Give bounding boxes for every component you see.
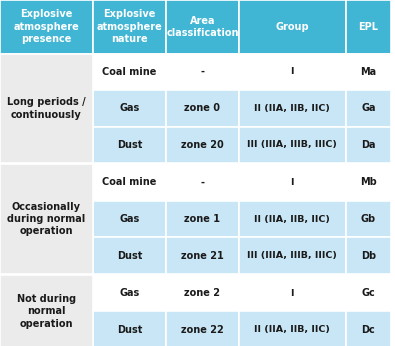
Text: Dust: Dust xyxy=(117,140,142,150)
Bar xyxy=(93,127,166,163)
Bar xyxy=(346,237,391,274)
Bar xyxy=(0,275,93,346)
Text: -: - xyxy=(200,177,205,188)
Bar xyxy=(239,275,346,311)
Bar xyxy=(0,0,93,54)
Bar xyxy=(166,127,239,163)
Bar xyxy=(346,201,391,237)
Bar xyxy=(346,0,391,54)
Text: Not during
normal
operation: Not during normal operation xyxy=(17,294,76,329)
Bar xyxy=(0,164,93,274)
Bar xyxy=(166,0,239,54)
Text: Ma: Ma xyxy=(360,67,376,77)
Bar xyxy=(239,0,346,54)
Bar xyxy=(93,275,166,311)
Text: Dc: Dc xyxy=(361,325,375,335)
Bar xyxy=(93,90,166,127)
Text: -: - xyxy=(200,67,205,77)
Text: zone 0: zone 0 xyxy=(184,103,220,113)
Bar xyxy=(93,237,166,274)
Bar xyxy=(166,164,239,201)
Text: I: I xyxy=(291,289,294,298)
Text: zone 21: zone 21 xyxy=(181,251,224,261)
Bar xyxy=(93,0,166,54)
Bar xyxy=(239,237,346,274)
Bar xyxy=(166,90,239,127)
Bar xyxy=(166,201,239,237)
Bar xyxy=(166,275,239,311)
Text: Gas: Gas xyxy=(119,103,139,113)
Bar xyxy=(239,201,346,237)
Text: Dust: Dust xyxy=(117,251,142,261)
Bar xyxy=(93,201,166,237)
Text: Db: Db xyxy=(361,251,376,261)
Bar xyxy=(346,127,391,163)
Bar xyxy=(0,54,93,163)
Bar xyxy=(166,237,239,274)
Text: EPL: EPL xyxy=(358,22,378,32)
Text: Da: Da xyxy=(361,140,376,150)
Bar xyxy=(346,275,391,311)
Text: II (IIA, IIB, IIC): II (IIA, IIB, IIC) xyxy=(254,104,330,113)
Text: Gas: Gas xyxy=(119,214,139,224)
Bar xyxy=(93,54,166,90)
Bar xyxy=(239,127,346,163)
Bar xyxy=(239,54,346,90)
Text: Occasionally
during normal
operation: Occasionally during normal operation xyxy=(7,202,86,236)
Bar xyxy=(346,311,391,346)
Bar xyxy=(346,54,391,90)
Text: zone 22: zone 22 xyxy=(181,325,224,335)
Text: Long periods /
continuously: Long periods / continuously xyxy=(7,97,86,120)
Bar xyxy=(93,311,166,346)
Text: Gb: Gb xyxy=(361,214,376,224)
Text: Coal mine: Coal mine xyxy=(102,67,156,77)
Text: Ga: Ga xyxy=(361,103,376,113)
Text: zone 2: zone 2 xyxy=(184,288,220,298)
Bar xyxy=(346,164,391,201)
Text: Area
classification: Area classification xyxy=(166,16,239,38)
Text: Gc: Gc xyxy=(361,288,375,298)
Bar xyxy=(346,90,391,127)
Text: Dust: Dust xyxy=(117,325,142,335)
Text: II (IIA, IIB, IIC): II (IIA, IIB, IIC) xyxy=(254,215,330,224)
Text: Explosive
atmosphere
presence: Explosive atmosphere presence xyxy=(13,9,79,44)
Bar xyxy=(93,164,166,201)
Bar xyxy=(239,311,346,346)
Text: Explosive
atmosphere
nature: Explosive atmosphere nature xyxy=(96,9,162,44)
Text: II (IIA, IIB, IIC): II (IIA, IIB, IIC) xyxy=(254,325,330,334)
Text: III (IIIA, IIIB, IIIC): III (IIIA, IIIB, IIIC) xyxy=(247,251,337,260)
Bar xyxy=(166,311,239,346)
Text: Gas: Gas xyxy=(119,288,139,298)
Bar xyxy=(239,164,346,201)
Text: Coal mine: Coal mine xyxy=(102,177,156,188)
Text: Mb: Mb xyxy=(360,177,377,188)
Text: Group: Group xyxy=(275,22,309,32)
Text: zone 1: zone 1 xyxy=(184,214,220,224)
Text: I: I xyxy=(291,67,294,76)
Text: zone 20: zone 20 xyxy=(181,140,224,150)
Bar xyxy=(239,90,346,127)
Text: III (IIIA, IIIB, IIIC): III (IIIA, IIIB, IIIC) xyxy=(247,140,337,149)
Text: I: I xyxy=(291,178,294,187)
Bar xyxy=(166,54,239,90)
